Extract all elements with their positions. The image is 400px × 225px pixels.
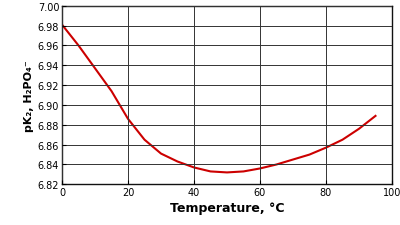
X-axis label: Temperature, °C: Temperature, °C (170, 201, 284, 214)
Y-axis label: pK₂, H₂PO₄⁻: pK₂, H₂PO₄⁻ (24, 60, 34, 131)
